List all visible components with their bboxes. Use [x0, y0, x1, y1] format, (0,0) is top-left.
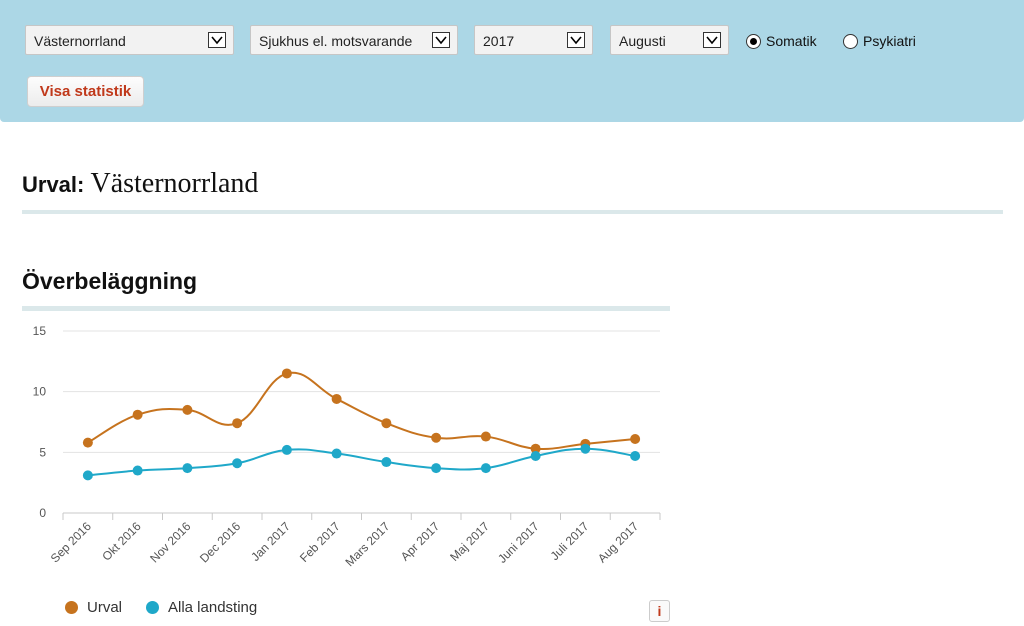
chevron-down-icon[interactable] [432, 32, 450, 48]
data-point-urval [331, 393, 342, 404]
data-point-alla-landsting [431, 463, 442, 474]
section-title: Överbeläggning [22, 268, 198, 294]
data-point-urval [132, 409, 143, 420]
data-point-urval [431, 432, 442, 443]
selection-label: Urval: [22, 172, 85, 197]
data-point-alla-landsting [232, 458, 243, 469]
data-point-alla-landsting [182, 463, 193, 474]
show-statistics-button[interactable]: Visa statistik [27, 76, 144, 107]
legend-item-urval[interactable]: Urval [65, 599, 122, 616]
data-point-urval [82, 437, 93, 448]
data-point-urval [480, 431, 491, 442]
y-tick-label: 15 [33, 324, 47, 338]
data-point-alla-landsting [381, 457, 392, 468]
x-tick-label: Sep 2016 [48, 519, 94, 565]
data-point-alla-landsting [82, 470, 93, 481]
year-select-value: 2017 [483, 33, 515, 49]
year-select[interactable]: 2017 [474, 25, 593, 55]
legend-item-alla-landsting[interactable]: Alla landsting [146, 599, 257, 616]
data-point-alla-landsting [331, 448, 342, 459]
x-tick-label: Juli 2017 [548, 519, 592, 563]
month-select-value: Augusti [619, 33, 666, 49]
chevron-down-icon[interactable] [208, 32, 226, 48]
selection-value: Västernorrland [90, 168, 259, 199]
legend-swatch-urval [65, 601, 78, 614]
y-tick-label: 5 [39, 445, 46, 459]
region-select[interactable]: Västernorrland [25, 25, 234, 55]
data-point-alla-landsting [530, 450, 541, 461]
legend-label-alla-landsting: Alla landsting [168, 599, 258, 616]
data-point-alla-landsting [480, 463, 491, 474]
x-tick-label: Apr 2017 [398, 519, 443, 564]
data-point-urval [381, 418, 392, 429]
y-tick-label: 10 [33, 385, 47, 399]
series-line-urval [87, 371, 636, 450]
region-select-value: Västernorrland [34, 33, 126, 49]
facility-select[interactable]: Sjukhus el. motsvarande [250, 25, 458, 55]
facility-select-value: Sjukhus el. motsvarande [259, 33, 413, 49]
info-button[interactable]: i [649, 600, 670, 622]
data-point-urval [182, 404, 193, 415]
data-point-urval [530, 443, 541, 454]
chevron-down-icon[interactable] [567, 32, 585, 48]
x-tick-label: Okt 2016 [99, 519, 144, 564]
radio-somatik-dot[interactable] [746, 33, 761, 49]
month-select[interactable]: Augusti [610, 25, 729, 55]
x-tick-label: Juni 2017 [495, 519, 542, 566]
x-tick-label: Jan 2017 [248, 519, 293, 564]
data-point-alla-landsting [281, 444, 292, 455]
data-point-urval [630, 433, 641, 444]
divider [22, 306, 670, 311]
selection-heading: Urval: Västernorrland [22, 168, 258, 200]
data-point-alla-landsting [580, 443, 591, 454]
x-tick-label: Feb 2017 [297, 519, 343, 565]
legend-swatch-alla-landsting [146, 601, 159, 614]
radio-psykiatri-label: Psykiatri [863, 33, 916, 49]
x-tick-label: Nov 2016 [147, 519, 193, 565]
divider [22, 210, 1003, 214]
x-tick-label: Aug 2017 [595, 519, 641, 565]
data-point-alla-landsting [132, 465, 143, 476]
radio-somatik-label: Somatik [766, 33, 817, 49]
filter-bar: Västernorrland Sjukhus el. motsvarande 2… [0, 0, 1024, 122]
chevron-down-icon[interactable] [703, 32, 721, 48]
x-tick-label: Dec 2016 [197, 519, 243, 565]
y-tick-label: 0 [39, 506, 46, 520]
data-point-alla-landsting [630, 450, 641, 461]
x-tick-label: Maj 2017 [447, 519, 492, 564]
data-point-urval [281, 368, 292, 379]
radio-psykiatri[interactable]: Psykiatri [843, 33, 916, 49]
line-chart: 0 5 10 15 Sep 2016 Okt 2016 Nov 2016 Dec 2016 Ja… [33, 324, 661, 569]
legend-label-urval: Urval [87, 599, 123, 616]
radio-somatik[interactable]: Somatik [746, 33, 817, 49]
radio-psykiatri-dot[interactable] [843, 33, 858, 49]
x-tick-label: Mars 2017 [343, 519, 393, 569]
data-point-urval [232, 418, 243, 429]
